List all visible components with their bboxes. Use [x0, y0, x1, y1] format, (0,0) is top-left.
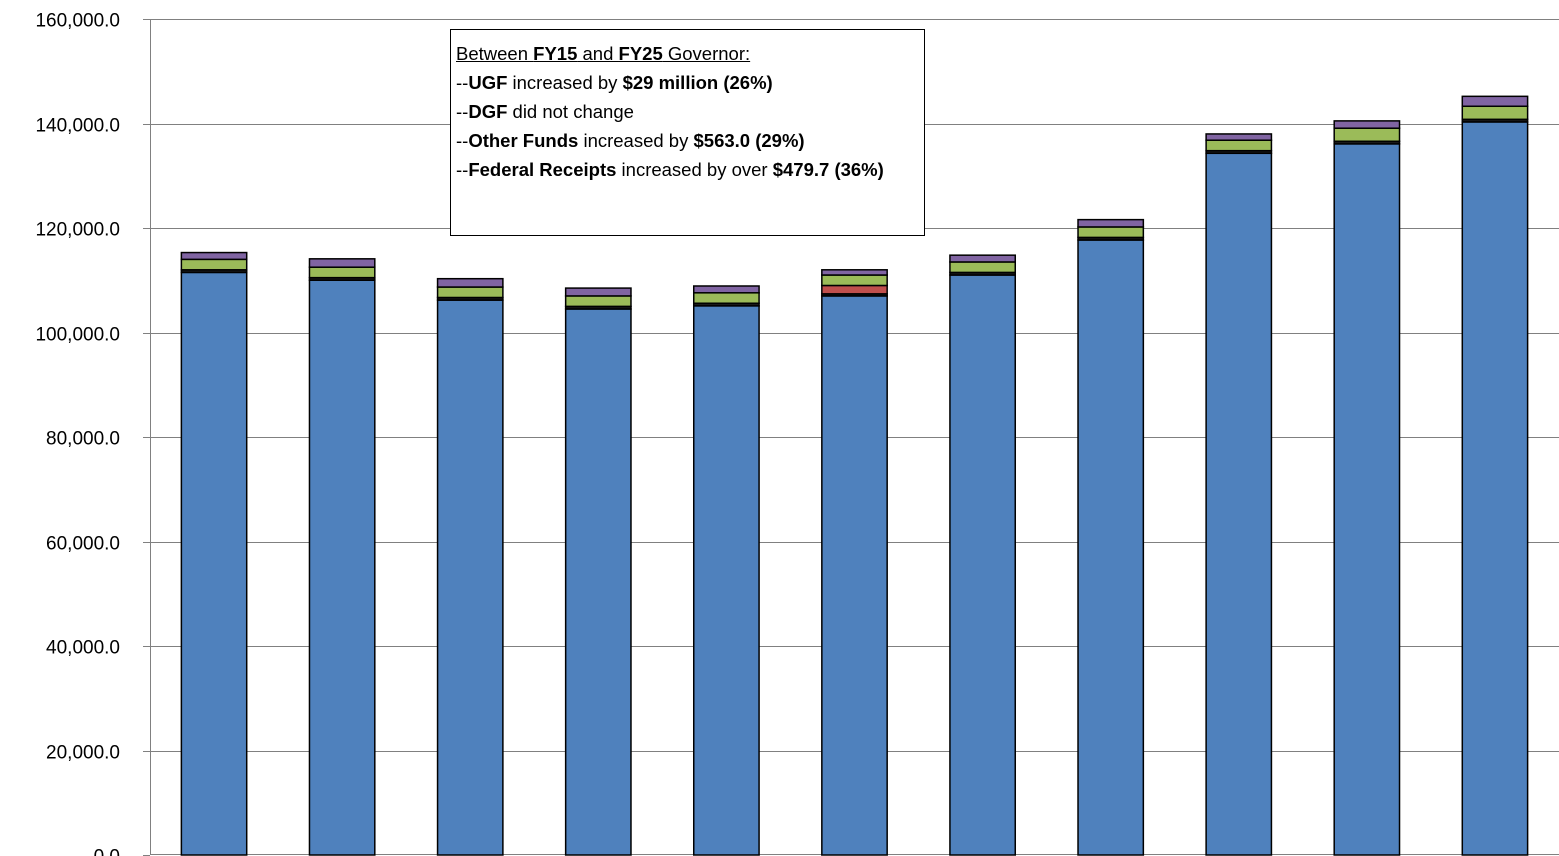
- bar-segment-0: [566, 309, 631, 855]
- bar-segment-0: [309, 280, 374, 855]
- bar-segment-2: [822, 285, 887, 293]
- y-tick-label: 20,000.0: [46, 743, 120, 764]
- annotation-line-1: Between FY15 and FY25 Governor:: [456, 39, 924, 68]
- bar-segment-0: [950, 275, 1015, 855]
- y-tick-label: 80,000.0: [46, 429, 120, 450]
- y-tick-label: 0.0: [94, 847, 120, 856]
- bar-segment-0: [1078, 240, 1143, 855]
- bar-segment-0: [1206, 153, 1271, 855]
- bar-segment-0: [1334, 144, 1399, 855]
- bar-segment-4: [566, 288, 631, 296]
- annotation-line-dgf: --DGF did not change: [456, 97, 924, 126]
- bar-segment-3: [1206, 140, 1271, 150]
- bar-segment-3: [181, 259, 246, 269]
- bar-segment-3: [309, 267, 374, 277]
- bar-segment-0: [694, 306, 759, 855]
- bar-segment-0: [822, 296, 887, 855]
- bar-segment-3: [566, 296, 631, 306]
- bar-segment-3: [950, 262, 1015, 272]
- bar-segment-3: [1078, 227, 1143, 237]
- annotation-line-ugf: --UGF increased by $29 million (26%): [456, 68, 924, 97]
- annotation-box: Between FY15 and FY25 Governor: --UGF in…: [450, 29, 925, 236]
- bar-segment-0: [438, 300, 503, 855]
- bar-segment-4: [950, 255, 1015, 262]
- bar-segment-4: [438, 279, 503, 287]
- bar-segment-4: [694, 286, 759, 293]
- bar-segment-3: [1462, 106, 1527, 119]
- y-tick-label: 60,000.0: [46, 534, 120, 555]
- bar-segment-0: [1462, 122, 1527, 855]
- bar-segment-4: [1462, 96, 1527, 106]
- bar-segment-4: [1078, 220, 1143, 227]
- y-tick-label: 160,000.0: [35, 11, 120, 32]
- y-tick-label: 40,000.0: [46, 638, 120, 659]
- bar-segment-4: [1334, 121, 1399, 128]
- bar-segment-0: [181, 272, 246, 855]
- bar-segment-4: [822, 270, 887, 275]
- annotation-line-federal: --Federal Receipts increased by over $47…: [456, 155, 911, 184]
- bar-segment-3: [694, 293, 759, 303]
- annotation-line-other-funds: --Other Funds increased by $563.0 (29%): [456, 126, 924, 155]
- bar-segment-3: [822, 275, 887, 285]
- bar-segment-4: [309, 259, 374, 267]
- bar-segment-3: [438, 287, 503, 297]
- bar-segment-4: [1206, 134, 1271, 140]
- bar-segment-4: [181, 253, 246, 260]
- bar-segment-3: [1334, 128, 1399, 141]
- y-tick-label: 140,000.0: [35, 116, 120, 137]
- y-tick-labels: 0.0 20,000.0 40,000.0 60,000.0 80,000.0 100,0…: [35, 11, 120, 856]
- y-tick-label: 120,000.0: [35, 220, 120, 241]
- y-tick-label: 100,000.0: [35, 325, 120, 346]
